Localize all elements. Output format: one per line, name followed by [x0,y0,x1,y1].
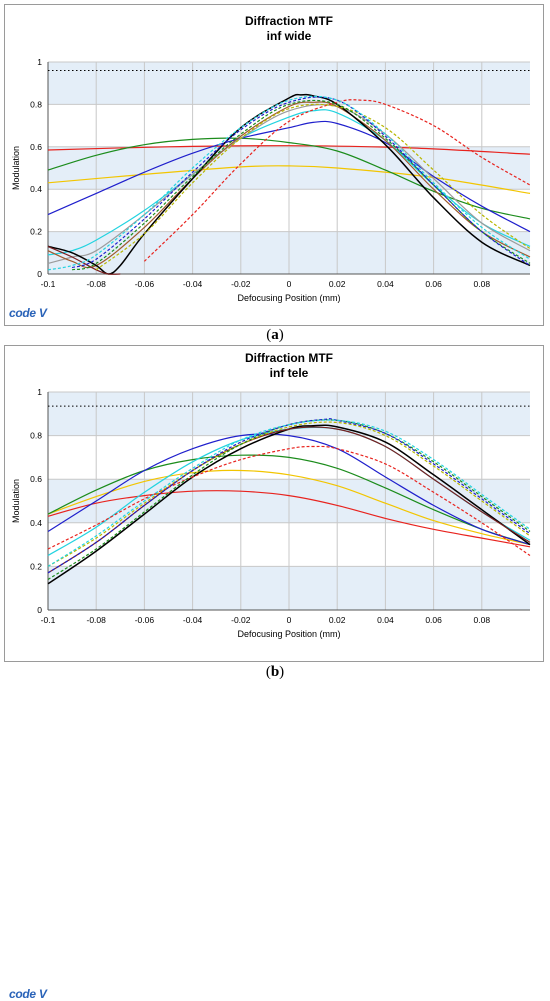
y-tick-label: 0.2 [30,227,42,237]
series-line-10 [143,99,531,262]
codev-logo: code V [9,987,47,1001]
series-line-7 [47,426,531,574]
y-axis-label: Modulation [11,479,21,523]
series-line-12 [47,419,531,567]
x-tick-label: 0.06 [425,615,442,625]
series-line-13 [71,96,531,269]
x-tick-label: -0.04 [183,279,203,289]
x-axis-label: Defocusing Position (mm) [237,293,340,303]
series-line-14 [47,95,531,271]
y-tick-label: 0 [37,605,42,615]
series-line-9 [47,421,531,567]
series-line-6 [47,424,531,585]
series-line-3 [47,454,531,546]
subfigure-label-a: (a) [266,327,284,343]
series-line-6 [47,104,531,264]
mtf-chart-wide: -0.1 -0.08 -0.06 -0.04 -0.02 0 0.02 0.04 0.06 0.0… [11,14,531,303]
x-tick-label: -0.1 [41,279,56,289]
subfigure-label-b: (b) [265,664,285,680]
x-axis-label: Defocusing Position (mm) [237,629,340,639]
y-tick-label: 1 [37,387,42,397]
chart-subtitle: inf tele [270,366,309,380]
x-tick-label: 0.08 [474,279,491,289]
series-line-1 [47,490,531,548]
x-tick-label: 0.02 [329,279,346,289]
codev-logo: code V [9,306,47,320]
x-tick-label: -0.02 [231,279,251,289]
x-tick-label: 0.06 [425,279,442,289]
x-tick-label: -0.06 [135,279,155,289]
y-tick-label: 0.4 [30,518,42,528]
x-tick-label: -0.02 [231,615,251,625]
mtf-chart-tele: -0.1 -0.08 -0.06 -0.04 -0.02 0 0.02 0.04 0.06 0.0… [11,351,531,639]
x-tick-label: 0.04 [377,279,394,289]
series-line-2 [47,165,531,194]
series-line-11 [95,103,531,271]
series-line-2 [47,469,531,546]
y-tick-label: 1 [37,57,42,67]
series-line-12 [71,99,531,271]
x-tick-label: -0.06 [135,615,155,625]
y-tick-label: 0.8 [30,431,42,441]
chart-title: Diffraction MTF [245,14,333,28]
mtf-chart-tele-panel: -0.1 -0.08 -0.06 -0.04 -0.02 0 0.02 0.04 0.06 0.0… [4,345,544,1001]
x-tick-label: 0 [287,279,292,289]
y-tick-label: 0.4 [30,184,42,194]
mtf-chart-wide-panel: -0.1 -0.08 -0.06 -0.04 -0.02 0 0.02 0.04 0.06 0.0… [4,4,544,326]
y-tick-label: 0.2 [30,561,42,571]
x-tick-label: 0.02 [329,615,346,625]
x-tick-label: -0.08 [87,615,107,625]
x-tick-label: 0 [287,615,292,625]
chart-subtitle: inf wide [267,29,312,43]
y-tick-label: 0.6 [30,142,42,152]
series-line-4 [47,120,531,233]
x-tick-label: -0.1 [41,615,56,625]
x-tick-label: -0.08 [87,279,107,289]
x-tick-label: -0.04 [183,615,203,625]
x-tick-label: 0.08 [474,615,491,625]
y-tick-label: 0 [37,269,42,279]
y-tick-label: 0.6 [30,474,42,484]
series-line-8 [47,445,531,556]
y-tick-label: 0.8 [30,99,42,109]
x-tick-label: 0.04 [377,615,394,625]
y-axis-label: Modulation [11,146,21,190]
chart-title: Diffraction MTF [245,351,333,365]
series-line-4 [47,433,531,546]
